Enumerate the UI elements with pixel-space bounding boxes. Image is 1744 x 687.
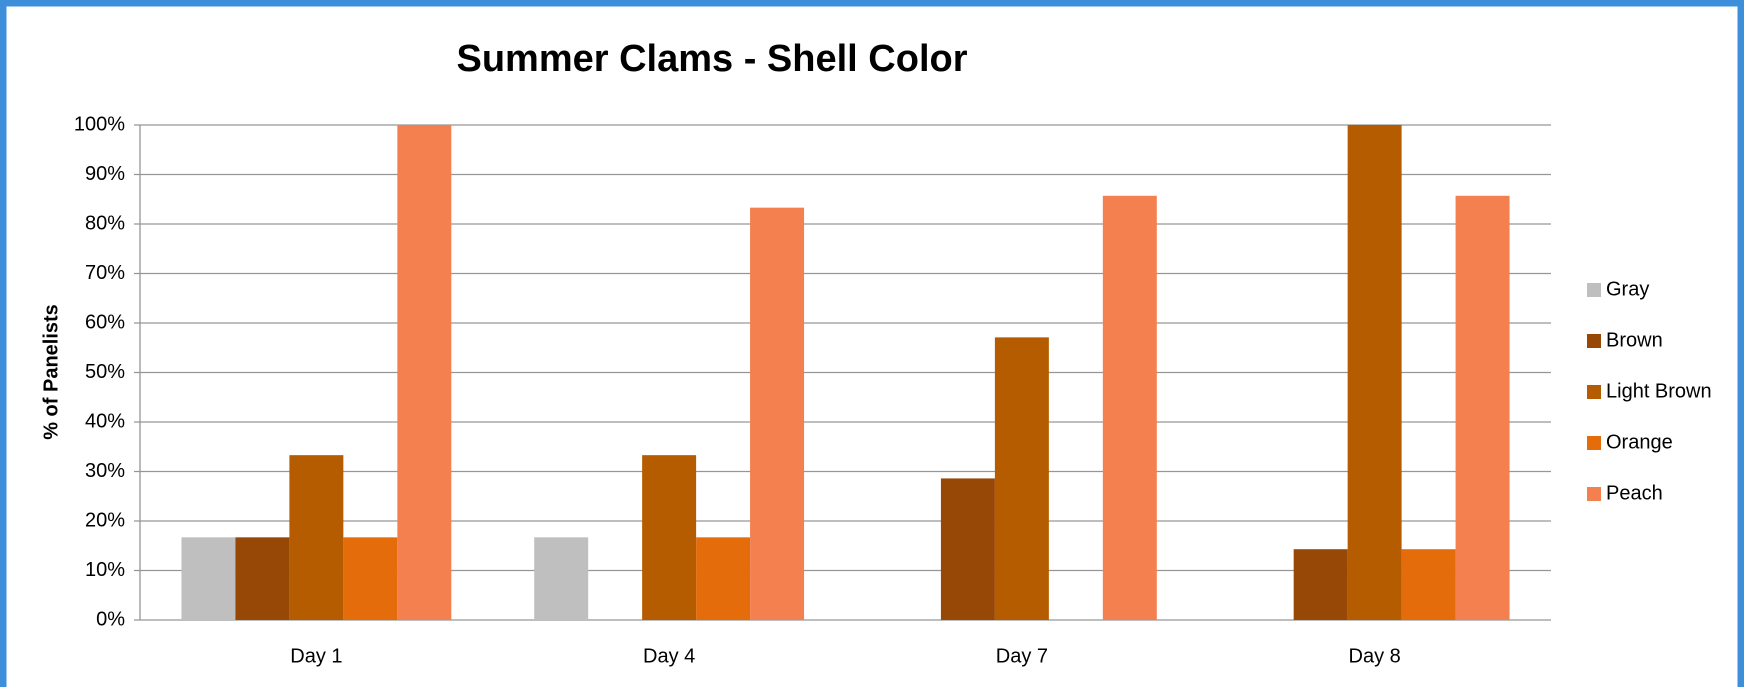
bar (750, 207, 805, 621)
bar (235, 537, 290, 620)
bar (994, 337, 1049, 620)
legend-label: Brown (1606, 329, 1663, 351)
y-tick-label: 100% (74, 113, 125, 135)
x-tick-label: Day 8 (1349, 645, 1401, 667)
y-axis-title: % of Panelists (40, 304, 62, 440)
bar (696, 537, 751, 620)
legend-swatch (1587, 385, 1601, 399)
y-tick-label: 70% (85, 262, 125, 284)
y-tick-label: 50% (85, 361, 125, 383)
bar (397, 125, 452, 620)
legend-label: Light Brown (1606, 380, 1712, 402)
bar (534, 537, 589, 620)
bar (1293, 549, 1348, 620)
bar (343, 537, 398, 620)
y-tick-label: 60% (85, 311, 125, 333)
bar (289, 455, 344, 620)
bar (642, 455, 697, 620)
y-tick-label: 80% (85, 212, 125, 234)
y-tick-label: 10% (85, 559, 125, 581)
x-tick-label: Day 7 (996, 645, 1048, 667)
bar (1347, 125, 1402, 620)
bar (940, 478, 995, 620)
y-tick-label: 0% (96, 608, 125, 630)
y-tick-label: 90% (85, 163, 125, 185)
legend-label: Orange (1606, 431, 1673, 453)
bar (1455, 195, 1510, 620)
legend-label: Peach (1606, 482, 1663, 504)
bar (1102, 195, 1157, 620)
bar (181, 537, 236, 620)
x-tick-label: Day 1 (290, 645, 342, 667)
chart-title: Summer Clams - Shell Color (456, 38, 967, 80)
bar (1401, 549, 1456, 620)
legend-swatch (1587, 436, 1601, 450)
legend-label: Gray (1606, 278, 1649, 300)
legend-swatch (1587, 334, 1601, 348)
y-tick-label: 40% (85, 410, 125, 432)
x-tick-label: Day 4 (643, 645, 695, 667)
y-tick-label: 20% (85, 509, 125, 531)
legend-swatch (1587, 487, 1601, 501)
legend-swatch (1587, 283, 1601, 297)
y-tick-label: 30% (85, 460, 125, 482)
